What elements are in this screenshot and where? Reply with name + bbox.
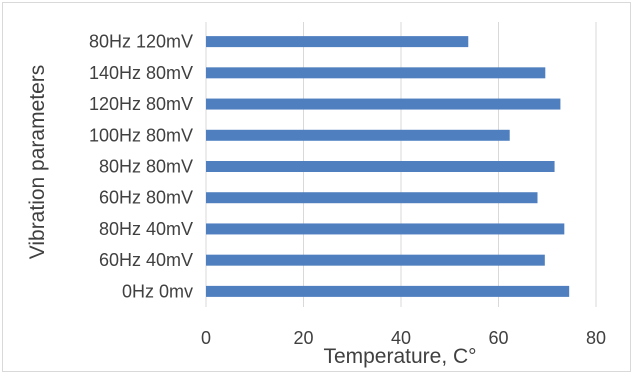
x-tick-labels: 0 20 40 60 80 [201,328,606,348]
bar-3 [206,192,538,204]
category-label: 100Hz 80mV [89,125,193,145]
category-label: 0Hz 0mv [122,281,193,301]
x-tick-label: 60 [488,328,508,348]
bars [206,36,570,297]
bar-0 [206,285,570,297]
bar-7 [206,67,546,79]
x-tick-label: 80 [586,328,606,348]
bar-1 [206,254,545,266]
bar-5 [206,129,510,141]
category-label: 140Hz 80mV [89,63,193,83]
bar-8 [206,36,469,48]
bar-4 [206,161,555,172]
category-label: 60Hz 40mV [99,250,193,270]
category-label: 80Hz 80mV [99,157,193,177]
category-label: 60Hz 80mV [99,188,193,208]
bar-6 [206,98,561,110]
category-label: 80Hz 120mV [89,32,193,52]
category-labels: 0Hz 0mv 60Hz 40mV 80Hz 40mV 60Hz 80mV 80Hz 8… [89,32,193,302]
bar-2 [206,223,565,235]
x-tick-label: 40 [391,328,411,348]
chart-frame [2,2,631,372]
category-label: 120Hz 80mV [89,94,193,114]
category-label: 80Hz 40mV [99,219,193,239]
y-axis-title: Vibration parameters [26,65,49,260]
x-tick-label: 0 [201,328,211,348]
x-axis-title: Temperature, C° [323,345,476,368]
x-tick-label: 20 [293,328,313,348]
